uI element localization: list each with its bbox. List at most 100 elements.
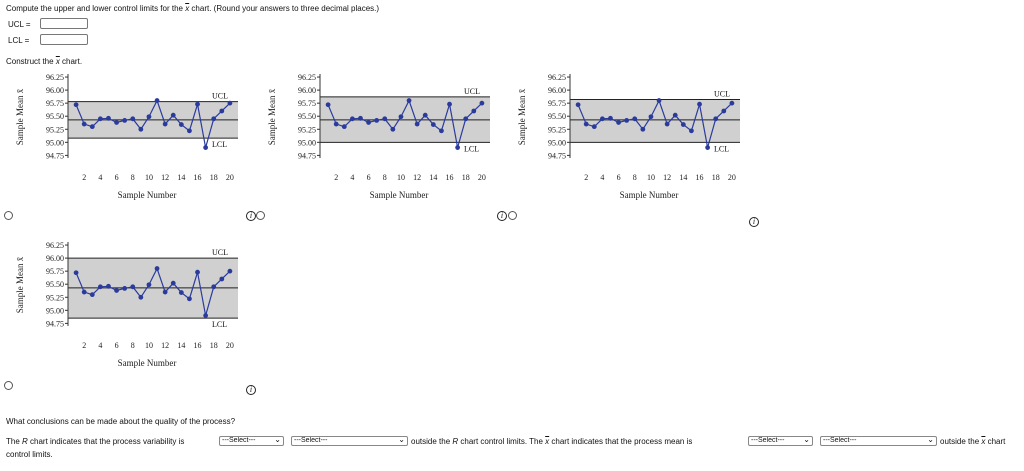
data-point — [325, 102, 331, 108]
x-tick-label: 20 — [226, 173, 234, 182]
y-tick-label: 95.00 — [548, 138, 566, 147]
y-tick-label: 94.75 — [298, 151, 316, 160]
radio-option-d[interactable] — [4, 381, 13, 390]
xbar-symbol: x — [185, 4, 190, 13]
data-point — [211, 284, 217, 290]
data-point — [227, 268, 233, 274]
data-point — [447, 101, 452, 107]
data-point — [705, 145, 711, 150]
data-point — [341, 124, 347, 130]
x-tick-label: 6 — [367, 173, 371, 182]
radio-option-b[interactable] — [256, 211, 265, 220]
variability-in-out-select[interactable]: ---Select--- ⌄ — [291, 436, 408, 446]
data-point — [656, 98, 662, 103]
x-tick-label: 10 — [647, 173, 655, 182]
chevron-down-icon: ⌄ — [274, 436, 281, 444]
data-point — [366, 120, 371, 125]
data-point — [721, 108, 727, 114]
lcl-label: LCL — [212, 320, 227, 329]
data-point — [729, 100, 735, 106]
conclusion-sentence-3: outside the x chart — [940, 437, 1006, 446]
y-tick-label: 95.25 — [46, 125, 64, 134]
y-tick-label: 96.25 — [46, 73, 64, 82]
data-point — [455, 145, 461, 150]
data-point — [170, 112, 176, 118]
x-tick-label: 6 — [115, 341, 119, 350]
y-tick-label: 96.25 — [298, 73, 316, 82]
data-point — [146, 282, 152, 288]
data-point — [575, 102, 581, 108]
x-tick-label: 10 — [145, 341, 153, 350]
data-point — [73, 270, 79, 276]
x-tick-label: 20 — [728, 173, 736, 182]
data-point — [333, 121, 339, 127]
x-tick-label: 18 — [210, 173, 218, 182]
chart-option-c: 96.25 96.00 95.75 95.50 95.25 95.00 94.75 2 4 6 8 1… — [512, 70, 744, 222]
y-tick-label: 95.25 — [298, 125, 316, 134]
y-tick-label: 95.75 — [548, 99, 566, 108]
construct-text: Construct the — [6, 57, 56, 66]
mean-select[interactable]: ---Select--- ⌄ — [748, 436, 813, 446]
radio-option-c[interactable] — [508, 211, 517, 220]
y-tick-label: 96.25 — [46, 241, 64, 250]
data-point — [439, 128, 444, 134]
x-tick-label: 2 — [584, 173, 588, 182]
y-tick-label: 95.75 — [46, 267, 64, 276]
data-point — [170, 280, 176, 286]
radio-option-a[interactable] — [4, 211, 13, 220]
info-icon-c[interactable]: i — [749, 217, 759, 227]
y-tick-label: 95.50 — [298, 112, 316, 121]
mean-in-out-select[interactable]: ---Select--- ⌄ — [820, 436, 937, 446]
variability-select[interactable]: ---Select--- ⌄ — [219, 436, 284, 446]
data-point — [73, 102, 79, 108]
instructions-text-end: chart. (Round your answers to three deci… — [189, 4, 380, 13]
data-point — [390, 126, 396, 132]
x-axis-label: Sample Number — [370, 190, 429, 200]
x-tick-label: 4 — [98, 341, 102, 350]
data-point — [130, 284, 136, 290]
x-tick-label: 20 — [478, 173, 486, 182]
data-point — [97, 116, 103, 122]
y-tick-label: 96.00 — [46, 86, 64, 95]
y-tick-label: 95.50 — [46, 112, 64, 121]
y-axis-label: Sample Mean x̄ — [15, 88, 25, 145]
x-tick-label: 2 — [82, 341, 86, 350]
x-tick-label: 2 — [334, 173, 338, 182]
lcl-label: LCL — [464, 144, 479, 153]
ucl-input[interactable] — [40, 18, 88, 29]
y-tick-label: 95.50 — [46, 280, 64, 289]
y-tick-label: 96.00 — [298, 86, 316, 95]
y-tick-label: 95.00 — [46, 138, 64, 147]
x-tick-label: 10 — [397, 173, 405, 182]
data-point — [382, 116, 388, 122]
data-point — [154, 266, 160, 271]
x-tick-label: 12 — [663, 173, 671, 182]
chevron-down-icon: ⌄ — [927, 436, 934, 444]
x-tick-label: 6 — [115, 173, 119, 182]
lcl-input[interactable] — [40, 34, 88, 45]
y-axis-label: Sample Mean x̄ — [15, 256, 25, 313]
data-point — [130, 116, 136, 122]
x-tick-label: 12 — [161, 341, 169, 350]
chevron-down-icon: ⌄ — [803, 436, 810, 444]
x-tick-label: 18 — [210, 341, 218, 350]
data-point — [349, 116, 355, 122]
data-point — [178, 290, 184, 295]
x-tick-label: 4 — [600, 173, 604, 182]
info-icon-a[interactable]: i — [246, 211, 256, 221]
chevron-down-icon: ⌄ — [398, 436, 405, 444]
data-point — [106, 115, 111, 121]
info-icon-d[interactable]: i — [246, 385, 256, 395]
data-point — [414, 121, 420, 127]
y-tick-label: 96.00 — [548, 86, 566, 95]
x-tick-label: 14 — [429, 173, 437, 182]
data-point — [211, 116, 217, 122]
instructions-text: Compute the upper and lower control limi… — [6, 4, 186, 13]
info-icon-b[interactable]: i — [497, 211, 507, 221]
data-point — [146, 114, 152, 120]
construct-text-end: chart. — [59, 57, 83, 66]
x-tick-label: 14 — [679, 173, 687, 182]
conclusion-sentence-1: The R chart indicates that the process v… — [6, 437, 185, 446]
data-point — [591, 124, 597, 130]
x-tick-label: 14 — [177, 341, 185, 350]
